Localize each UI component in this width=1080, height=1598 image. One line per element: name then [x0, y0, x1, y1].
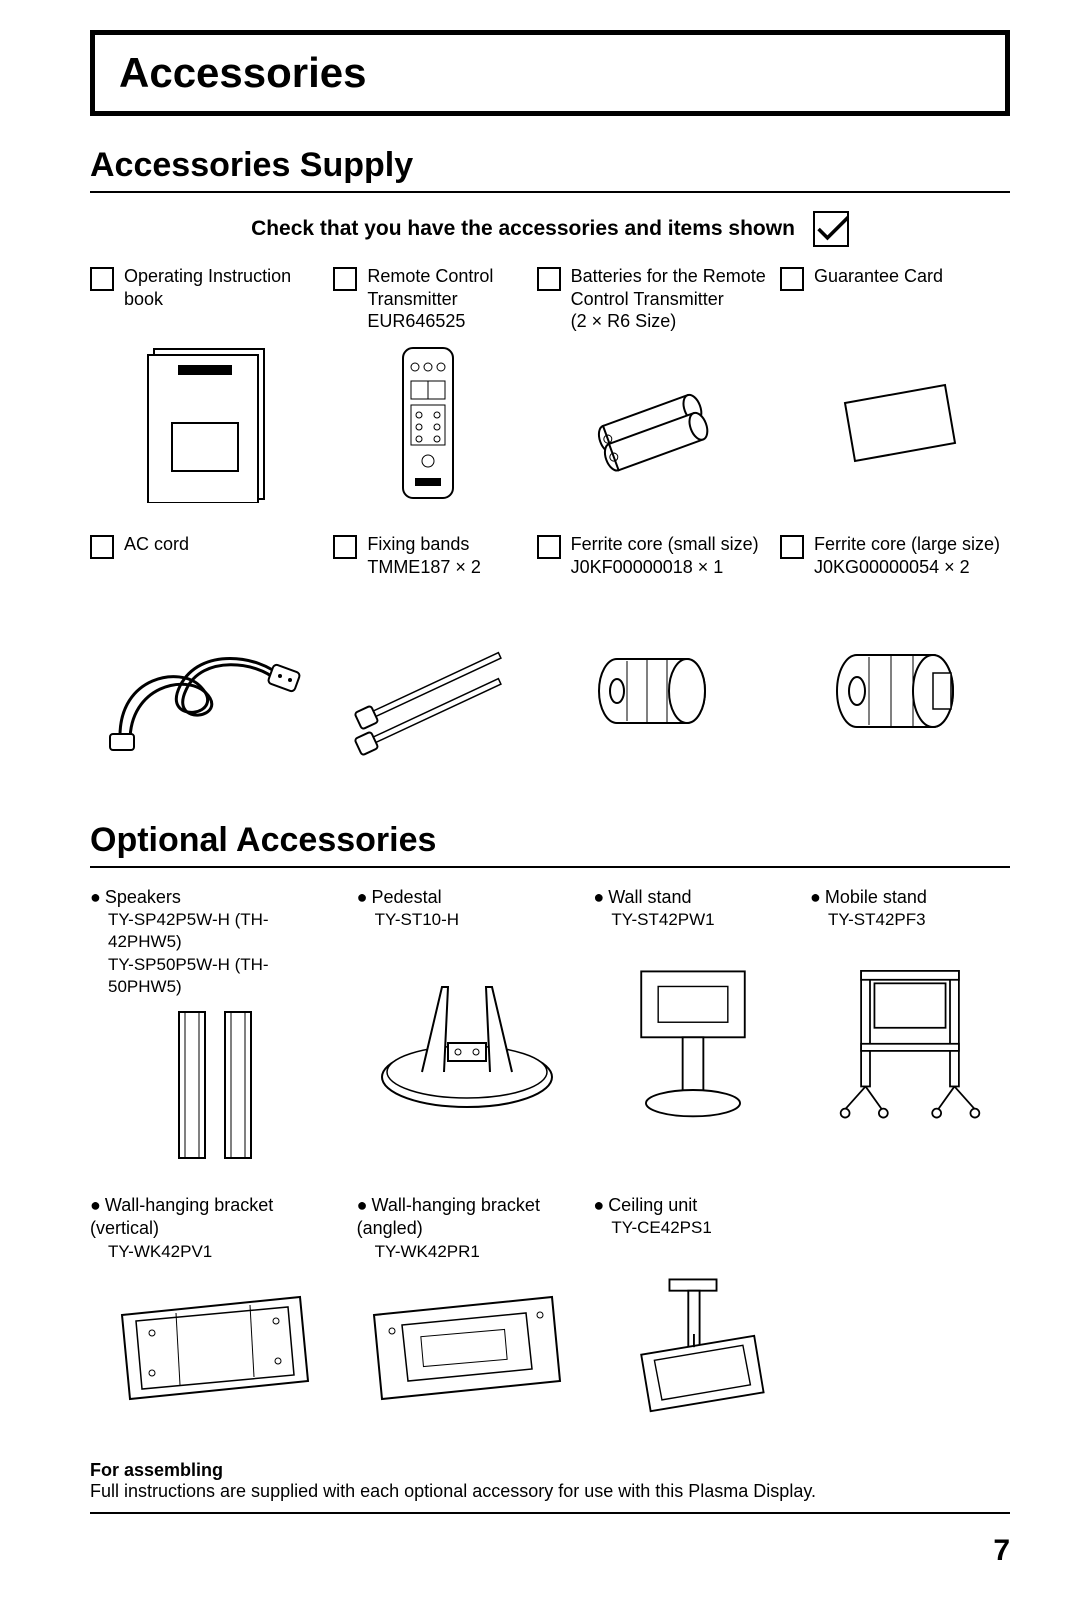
checkbox-icon — [537, 535, 561, 559]
checkbox-icon — [333, 535, 357, 559]
opt-label: Wall stand — [608, 887, 691, 907]
checkbox-icon — [90, 267, 114, 291]
supply-item: Ferrite core (small size) J0KF00000018 ×… — [537, 533, 767, 771]
supply-item: AC cord — [90, 533, 320, 771]
footer-bold: For assembling — [90, 1460, 223, 1480]
section1-heading: Accessories Supply — [90, 146, 1010, 185]
wallstand-icon — [593, 962, 793, 1122]
item-label: Guarantee Card — [814, 266, 943, 286]
checkbox-icon — [780, 267, 804, 291]
bracket-vertical-icon — [90, 1270, 340, 1430]
optional-grid: ●Speakers TY-SP42P5W-H (TH-42PHW5) TY-SP… — [90, 886, 1010, 1430]
opt-sublabel: TY-WK42PV1 — [108, 1241, 340, 1263]
optional-item: ●Wall-hanging bracket (vertical) TY-WK42… — [90, 1194, 340, 1430]
footer-note: For assembling Full instructions are sup… — [90, 1460, 1010, 1502]
opt-label: Mobile stand — [825, 887, 927, 907]
cord-icon — [90, 611, 320, 771]
opt-label: Pedestal — [372, 887, 442, 907]
supply-item: Remote Control Transmitter EUR646525 — [333, 265, 523, 503]
item-sublabel: J0KF00000018 × 1 — [571, 557, 724, 577]
opt-label: Speakers — [105, 887, 181, 907]
opt-sublabel: TY-ST42PW1 — [611, 909, 793, 931]
speakers-icon — [90, 1004, 340, 1164]
page-number: 7 — [90, 1534, 1010, 1568]
optional-item: ●Mobile stand TY-ST42PF3 — [810, 886, 1010, 1164]
optional-item: ●Speakers TY-SP42P5W-H (TH-42PHW5) TY-SP… — [90, 886, 340, 1164]
opt-sublabel: TY-WK42PR1 — [375, 1241, 577, 1263]
item-label: Batteries for the Remote Control Transmi… — [571, 266, 766, 309]
item-label: Ferrite core (small size) — [571, 534, 759, 554]
divider — [90, 866, 1010, 868]
page: Accessories Accessories Supply Check tha… — [0, 0, 1080, 1598]
optional-item: ●Pedestal TY-ST10-H — [357, 886, 577, 1164]
page-title: Accessories — [119, 49, 981, 97]
remote-icon — [333, 343, 523, 503]
optional-item: ●Wall-hanging bracket (angled) TY-WK42PR… — [357, 1194, 577, 1430]
opt-label: Wall-hanging bracket (vertical) — [90, 1195, 273, 1238]
supply-item: Operating Instruction book — [90, 265, 320, 503]
checkbox-large-icon — [813, 211, 849, 247]
footer-text: Full instructions are supplied with each… — [90, 1481, 816, 1501]
opt-sublabel: TY-SP50P5W-H (TH-50PHW5) — [108, 954, 340, 998]
item-label: AC cord — [124, 534, 189, 554]
opt-label: Ceiling unit — [608, 1195, 697, 1215]
ferrite-large-icon — [780, 611, 1010, 771]
opt-label: Wall-hanging bracket (angled) — [357, 1195, 540, 1238]
supply-item: Batteries for the Remote Control Transmi… — [537, 265, 767, 503]
checkbox-icon — [780, 535, 804, 559]
bands-icon — [333, 611, 523, 771]
divider — [90, 191, 1010, 193]
opt-sublabel: TY-CE42PS1 — [611, 1217, 793, 1239]
ceiling-unit-icon — [593, 1270, 793, 1430]
section2-heading: Optional Accessories — [90, 821, 1010, 860]
divider — [90, 1512, 1010, 1514]
optional-item: ●Wall stand TY-ST42PW1 — [593, 886, 793, 1164]
supply-grid: Operating Instruction book Remote Contro… — [90, 265, 1010, 771]
card-icon — [780, 343, 1010, 503]
checkbox-icon — [537, 267, 561, 291]
supply-item: Ferrite core (large size) J0KG00000054 ×… — [780, 533, 1010, 771]
supply-item: Fixing bands TMME187 × 2 — [333, 533, 523, 771]
ferrite-small-icon — [537, 611, 767, 771]
check-row: Check that you have the accessories and … — [90, 211, 1010, 247]
checkbox-icon — [333, 267, 357, 291]
item-sublabel: J0KG00000054 × 2 — [814, 557, 970, 577]
mobilestand-icon — [810, 962, 1010, 1122]
bracket-angled-icon — [357, 1270, 577, 1430]
check-text: Check that you have the accessories and … — [251, 217, 795, 241]
item-label: Remote Control Transmitter — [367, 266, 493, 309]
item-sublabel: TMME187 × 2 — [367, 557, 481, 577]
opt-sublabel: TY-SP42P5W-H (TH-42PHW5) — [108, 909, 340, 953]
batteries-icon — [537, 343, 767, 503]
item-label: Fixing bands — [367, 534, 469, 554]
opt-sublabel: TY-ST10-H — [375, 909, 577, 931]
item-label: Ferrite core (large size) — [814, 534, 1000, 554]
pedestal-icon — [357, 962, 577, 1122]
item-label: Operating Instruction book — [124, 266, 291, 309]
title-box: Accessories — [90, 30, 1010, 116]
opt-sublabel: TY-ST42PF3 — [828, 909, 1010, 931]
item-sublabel: EUR646525 — [367, 311, 465, 331]
checkbox-icon — [90, 535, 114, 559]
book-icon — [90, 343, 320, 503]
supply-item: Guarantee Card — [780, 265, 1010, 503]
optional-item: ●Ceiling unit TY-CE42PS1 — [593, 1194, 793, 1430]
item-sublabel: (2 × R6 Size) — [571, 311, 677, 331]
